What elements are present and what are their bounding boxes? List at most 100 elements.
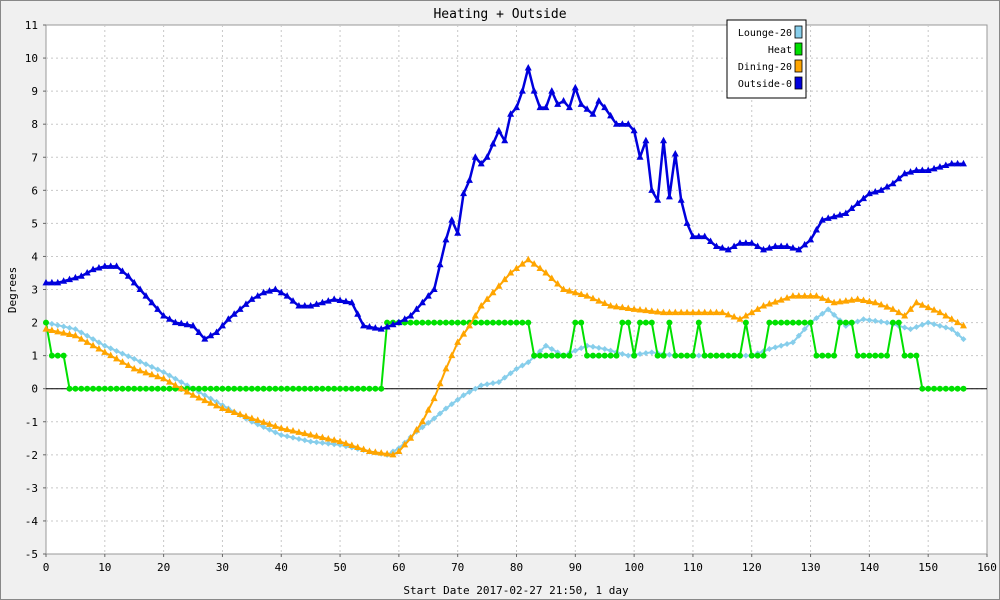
data-point-dining-20 bbox=[130, 364, 138, 372]
data-point-outside-0 bbox=[783, 242, 791, 250]
data-point-heat bbox=[819, 352, 826, 359]
data-point-outside-0 bbox=[859, 194, 867, 202]
legend-swatch bbox=[794, 59, 803, 73]
data-point-dining-20 bbox=[930, 306, 938, 313]
data-point-outside-0 bbox=[413, 305, 421, 312]
data-point-outside-0 bbox=[313, 300, 321, 307]
data-point-dining-20 bbox=[107, 351, 115, 359]
data-point-outside-0 bbox=[607, 111, 615, 119]
data-point-heat bbox=[484, 319, 491, 326]
data-point-heat bbox=[295, 385, 302, 392]
data-point-dining-20 bbox=[83, 338, 91, 345]
data-point-lounge-20 bbox=[166, 372, 173, 379]
data-point-dining-20 bbox=[748, 308, 756, 316]
x-tick-label: 90 bbox=[569, 561, 582, 574]
data-point-heat bbox=[919, 385, 926, 392]
x-tick-label: 110 bbox=[683, 561, 703, 574]
data-point-dining-20 bbox=[160, 374, 168, 382]
data-point-outside-0 bbox=[712, 242, 720, 250]
data-point-outside-0 bbox=[160, 311, 168, 319]
data-point-dining-20 bbox=[213, 401, 221, 409]
data-point-outside-0 bbox=[636, 153, 644, 160]
data-point-outside-0 bbox=[54, 278, 62, 286]
data-point-outside-0 bbox=[877, 186, 885, 193]
data-point-outside-0 bbox=[701, 232, 709, 240]
data-point-heat bbox=[472, 319, 479, 326]
data-point-dining-20 bbox=[918, 301, 926, 308]
data-point-dining-20 bbox=[218, 404, 226, 412]
data-point-dining-20 bbox=[430, 394, 438, 402]
data-point-outside-0 bbox=[801, 240, 809, 248]
data-point-dining-20 bbox=[642, 306, 650, 314]
data-point-lounge-20 bbox=[801, 326, 808, 333]
data-point-outside-0 bbox=[113, 262, 121, 269]
series-dining-20 bbox=[42, 255, 967, 458]
data-point-outside-0 bbox=[736, 239, 744, 246]
data-point-heat bbox=[848, 319, 855, 326]
data-point-dining-20 bbox=[377, 449, 385, 456]
data-point-heat bbox=[584, 352, 591, 359]
data-point-dining-20 bbox=[242, 412, 250, 419]
data-point-dining-20 bbox=[77, 335, 85, 342]
data-point-heat bbox=[619, 319, 626, 326]
data-point-heat bbox=[607, 352, 614, 359]
data-point-lounge-20 bbox=[907, 326, 914, 333]
data-point-dining-20 bbox=[818, 294, 826, 301]
data-point-outside-0 bbox=[612, 120, 620, 127]
data-point-heat bbox=[48, 352, 55, 359]
data-point-outside-0 bbox=[360, 321, 368, 329]
data-point-heat bbox=[931, 385, 938, 392]
data-point-heat bbox=[142, 385, 149, 392]
data-point-heat bbox=[725, 352, 732, 359]
data-point-outside-0 bbox=[630, 126, 638, 134]
data-point-dining-20 bbox=[848, 296, 856, 303]
data-point-dining-20 bbox=[371, 448, 379, 455]
data-point-heat bbox=[807, 319, 814, 326]
data-point-heat bbox=[519, 319, 526, 326]
data-point-outside-0 bbox=[765, 244, 773, 251]
data-point-dining-20 bbox=[954, 318, 962, 326]
data-point-lounge-20 bbox=[119, 350, 126, 357]
data-point-dining-20 bbox=[565, 287, 573, 294]
data-point-heat bbox=[460, 319, 467, 326]
data-point-dining-20 bbox=[454, 338, 462, 345]
data-point-dining-20 bbox=[524, 255, 532, 263]
data-point-heat bbox=[954, 385, 961, 392]
data-point-outside-0 bbox=[60, 277, 68, 284]
data-point-outside-0 bbox=[912, 166, 920, 173]
data-point-dining-20 bbox=[924, 303, 932, 311]
data-point-heat bbox=[384, 319, 391, 326]
data-point-dining-20 bbox=[171, 381, 179, 388]
data-point-heat bbox=[242, 385, 249, 392]
data-point-outside-0 bbox=[489, 140, 497, 147]
data-point-outside-0 bbox=[324, 297, 332, 304]
data-point-heat bbox=[719, 352, 726, 359]
y-tick-label: -4 bbox=[25, 515, 39, 528]
data-point-heat bbox=[813, 352, 820, 359]
data-point-dining-20 bbox=[136, 366, 144, 374]
data-point-dining-20 bbox=[283, 425, 291, 433]
data-point-heat bbox=[190, 385, 197, 392]
data-point-lounge-20 bbox=[831, 311, 838, 318]
data-point-dining-20 bbox=[895, 308, 903, 316]
data-point-lounge-20 bbox=[925, 319, 932, 326]
data-point-lounge-20 bbox=[525, 359, 532, 366]
data-point-dining-20 bbox=[624, 304, 632, 312]
data-point-heat bbox=[895, 319, 902, 326]
series-heat bbox=[43, 319, 967, 392]
data-point-heat bbox=[654, 352, 661, 359]
data-point-heat bbox=[272, 385, 279, 392]
data-point-outside-0 bbox=[871, 187, 879, 195]
data-point-outside-0 bbox=[224, 315, 232, 322]
data-point-outside-0 bbox=[48, 278, 56, 286]
data-point-heat bbox=[754, 352, 761, 359]
data-point-dining-20 bbox=[365, 447, 373, 455]
data-point-dining-20 bbox=[542, 268, 550, 276]
data-point-outside-0 bbox=[654, 196, 662, 203]
data-point-outside-0 bbox=[383, 322, 391, 330]
data-point-heat bbox=[113, 385, 120, 392]
data-point-heat bbox=[836, 319, 843, 326]
data-point-dining-20 bbox=[830, 298, 838, 306]
data-point-outside-0 bbox=[683, 219, 691, 226]
data-point-outside-0 bbox=[730, 242, 738, 250]
